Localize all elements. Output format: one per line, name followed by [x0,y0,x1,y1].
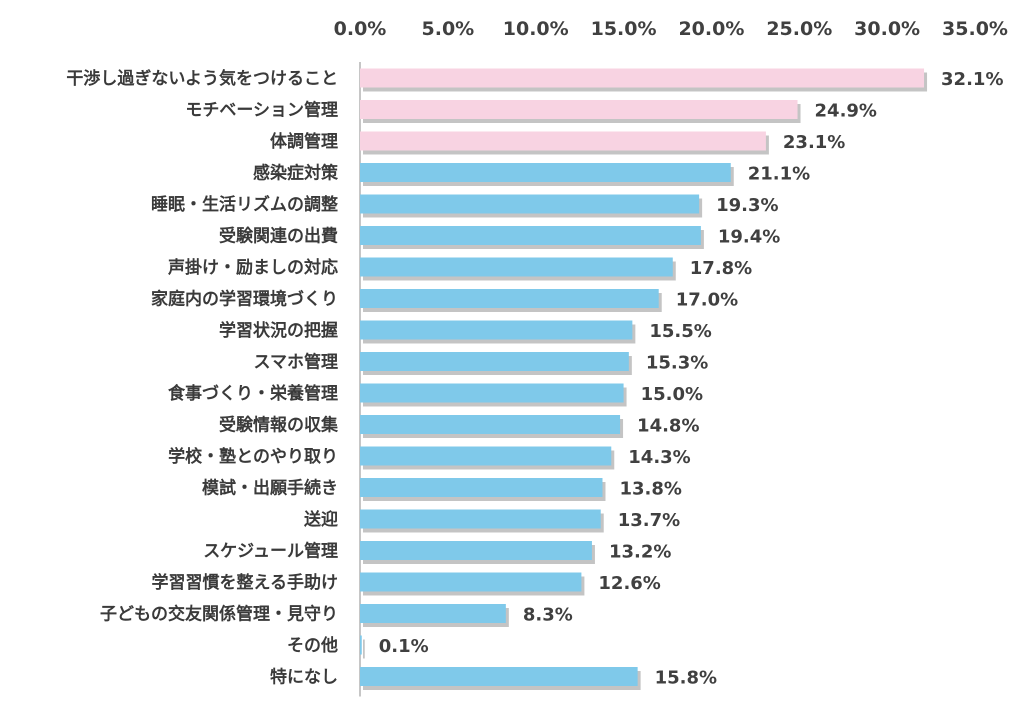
category-label: 送迎 [304,509,338,530]
bar [360,572,582,592]
value-label: 13.7% [618,510,680,531]
x-tick-label: 30.0% [854,18,920,40]
value-label: 12.6% [598,573,660,594]
x-tick-label: 15.0% [591,18,657,40]
category-label: 子どもの交友関係管理・見守り [100,604,338,625]
bar [360,415,621,434]
category-label: 干渉し過ぎないよう気をつけること [66,68,338,89]
bar [360,68,925,88]
bar [360,226,701,245]
category-label: スケジュール管理 [203,541,338,562]
bar [360,163,731,182]
bar [360,478,603,497]
bar [360,667,638,686]
category-label: 特になし [270,667,338,688]
value-label: 32.1% [941,69,1003,90]
x-tick-label: 5.0% [422,18,475,40]
category-label: 学習習慣を整える手助け [152,572,339,593]
category-label: 感染症対策 [253,163,339,184]
value-label: 24.9% [815,101,877,122]
category-label: 睡眠・生活リズムの調整 [151,194,338,215]
value-label: 15.0% [641,384,703,405]
bar [360,541,592,560]
value-label: 14.8% [637,416,699,437]
value-label: 15.8% [655,668,717,689]
value-label: 0.1% [379,636,429,657]
category-label: 模試・出願手続き [202,478,338,499]
bar [360,194,700,214]
bar [360,289,659,308]
x-tick-label: 0.0% [334,18,387,40]
value-label: 8.3% [523,605,573,626]
x-tick-label: 10.0% [503,18,569,40]
value-label: 17.8% [690,258,752,279]
bar [360,635,362,655]
x-tick-label: 35.0% [942,18,1008,40]
value-labels: 32.1% 24.9% 23.1% 21.1% 19.3% 19.4% 17.8% 17.0%… [379,69,1004,689]
category-label: 家庭内の学習環境づくり [151,289,338,310]
value-label: 15.5% [649,321,711,342]
category-label: 食事づくり・栄養管理 [168,383,338,404]
category-label: モチベーション管理 [185,100,338,121]
bar [360,257,673,277]
value-label: 17.0% [676,290,738,311]
value-label: 13.2% [609,542,671,563]
x-tick-label: 25.0% [766,18,832,40]
value-label: 19.3% [716,195,778,216]
bar [360,100,798,119]
bar [360,446,612,466]
category-label: 声掛け・励ましの対応 [167,257,338,278]
bar [360,320,633,340]
x-axis-ticks: 0.0% 5.0% 10.0% 15.0% 20.0% 25.0% 30.0% 35.0% [334,18,1008,40]
category-label: スマホ管理 [254,352,339,373]
category-label: 受験情報の収集 [219,415,339,436]
bar [360,383,624,403]
category-label: 体調管理 [270,131,338,152]
category-label: その他 [287,635,338,656]
bars [360,68,925,686]
value-label: 15.3% [646,353,708,374]
value-label: 21.1% [748,164,810,185]
bar [360,131,766,151]
category-label: 学校・塾とのやり取り [168,446,338,467]
category-label: 受験関連の出費 [219,226,338,247]
value-label: 13.8% [619,479,681,500]
bar-shadow [363,639,365,659]
bar [360,604,506,623]
bar [360,509,601,529]
value-label: 19.4% [718,227,780,248]
value-label: 14.3% [628,447,690,468]
bar [360,352,629,371]
category-label: 学習状況の把握 [219,320,338,341]
category-labels: 干渉し過ぎないよう気をつけることモチベーション管理体調管理感染症対策睡眠・生活リ… [66,68,339,688]
x-tick-label: 20.0% [678,18,744,40]
value-label: 23.1% [783,132,845,153]
